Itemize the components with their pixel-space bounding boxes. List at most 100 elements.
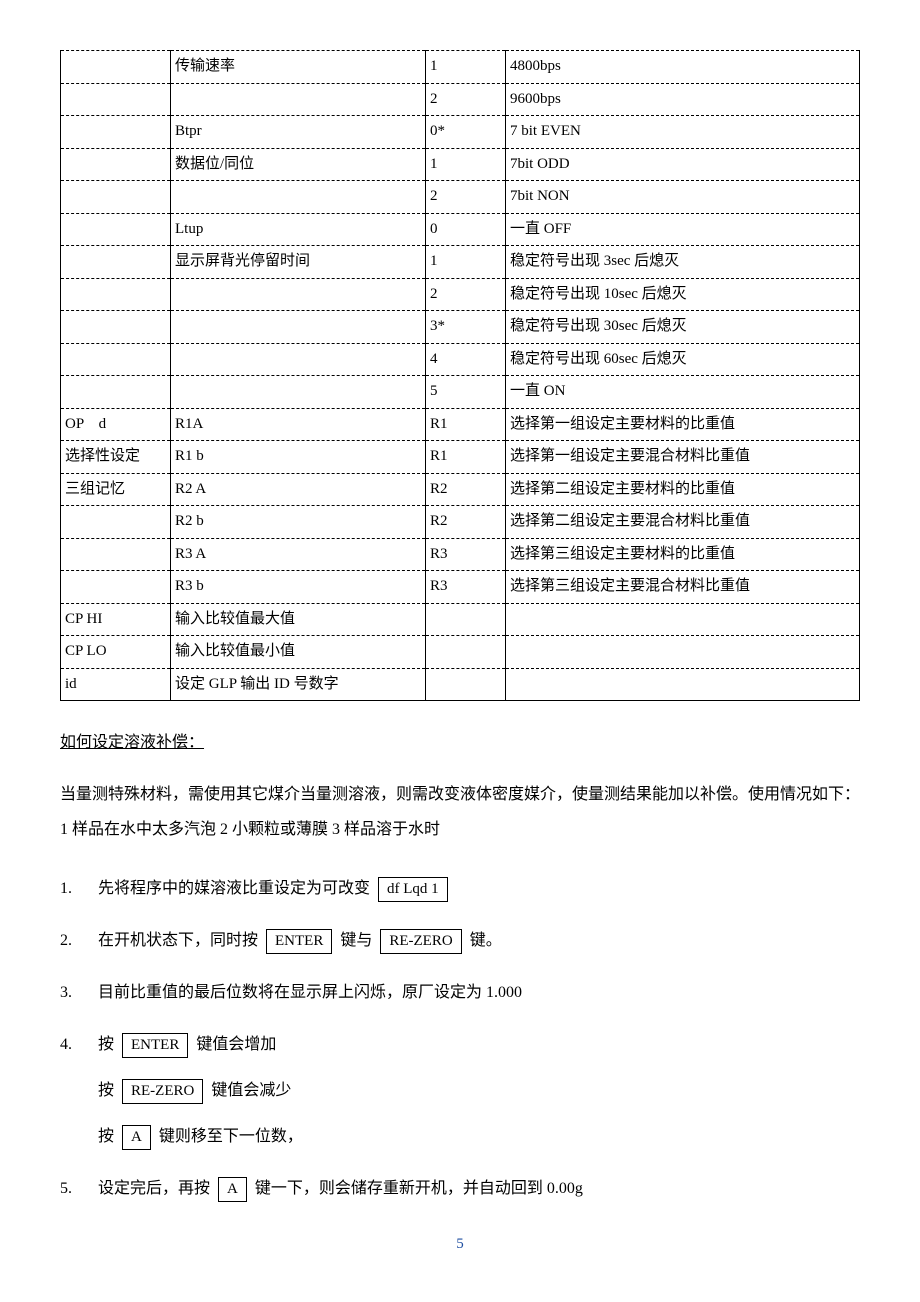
settings-table: 传输速率14800bps29600bpsBtpr0*7 bit EVEN数据位/… (60, 50, 860, 701)
table-cell: 0 (426, 213, 506, 246)
table-row: 2稳定符号出现 10sec 后熄灭 (61, 278, 860, 311)
table-cell: 稳定符号出现 60sec 后熄灭 (506, 343, 860, 376)
table-cell: 稳定符号出现 3sec 后熄灭 (506, 246, 860, 279)
table-row: Btpr0*7 bit EVEN (61, 116, 860, 149)
table-cell: 一直 ON (506, 376, 860, 409)
table-cell (171, 311, 426, 344)
enter-key-box-2: ENTER (122, 1033, 188, 1059)
a-key-box: A (122, 1125, 151, 1151)
table-cell: 选择第二组设定主要混合材料比重值 (506, 506, 860, 539)
step-4-l1-post: 键值会增加 (196, 1036, 276, 1053)
table-row: Ltup0一直 OFF (61, 213, 860, 246)
table-cell (61, 311, 171, 344)
table-cell: 设定 GLP 输出 ID 号数字 (171, 668, 426, 701)
step-4-l3-pre: 按 (98, 1128, 114, 1145)
table-cell (61, 213, 171, 246)
table-row: 29600bps (61, 83, 860, 116)
table-cell (426, 636, 506, 669)
table-cell (426, 668, 506, 701)
rezero-key-box: RE-ZERO (380, 929, 461, 955)
table-cell: 选择性设定 (61, 441, 171, 474)
table-cell: 传输速率 (171, 51, 426, 84)
table-cell: R1 (426, 408, 506, 441)
rezero-key-box-2: RE-ZERO (122, 1079, 203, 1105)
table-cell: 4800bps (506, 51, 860, 84)
table-cell: 9600bps (506, 83, 860, 116)
step-4-l2-post: 键值会减少 (211, 1082, 291, 1099)
table-cell (61, 506, 171, 539)
table-row: CP LO输入比较值最小值 (61, 636, 860, 669)
table-cell: OP d (61, 408, 171, 441)
table-cell (171, 83, 426, 116)
table-row: 传输速率14800bps (61, 51, 860, 84)
table-cell: 0* (426, 116, 506, 149)
step-4: 按 ENTER 键值会增加 按 RE-ZERO 键值会减少 按 A 键则移至下一… (60, 1029, 860, 1153)
table-cell: 1 (426, 246, 506, 279)
table-cell: CP LO (61, 636, 171, 669)
table-row: id设定 GLP 输出 ID 号数字 (61, 668, 860, 701)
table-row: 27bit NON (61, 181, 860, 214)
table-cell: 稳定符号出现 10sec 后熄灭 (506, 278, 860, 311)
step-2-mid: 键与 (340, 932, 372, 949)
table-cell (61, 376, 171, 409)
table-cell: 7bit ODD (506, 148, 860, 181)
table-cell: R2 b (171, 506, 426, 539)
table-cell: 选择第二组设定主要材料的比重值 (506, 473, 860, 506)
step-2-pre: 在开机状态下，同时按 (98, 932, 258, 949)
table-cell (506, 603, 860, 636)
steps-list: 先将程序中的媒溶液比重设定为可改变 df Lqd 1 在开机状态下，同时按 EN… (60, 873, 860, 1205)
dflqd-box: df Lqd 1 (378, 877, 448, 903)
step-4-l3-post: 键则移至下一位数， (159, 1128, 303, 1145)
table-cell: 4 (426, 343, 506, 376)
section-header: 如何设定溶液补偿： (60, 731, 860, 755)
table-cell: 输入比较值最小值 (171, 636, 426, 669)
table-cell (61, 116, 171, 149)
step-1: 先将程序中的媒溶液比重设定为可改变 df Lqd 1 (60, 873, 860, 905)
table-cell: CP HI (61, 603, 171, 636)
table-cell: Ltup (171, 213, 426, 246)
table-cell (61, 246, 171, 279)
step-2-post: 键。 (470, 932, 502, 949)
table-cell: 选择第三组设定主要混合材料比重值 (506, 571, 860, 604)
table-cell: 1 (426, 51, 506, 84)
table-cell: 3* (426, 311, 506, 344)
table-cell: 1 (426, 148, 506, 181)
step-2: 在开机状态下，同时按 ENTER 键与 RE-ZERO 键。 (60, 925, 860, 957)
step-5-pre: 设定完后，再按 (98, 1180, 210, 1197)
table-cell (61, 571, 171, 604)
table-row: R3 bR3选择第三组设定主要混合材料比重值 (61, 571, 860, 604)
table-row: 选择性设定R1 bR1选择第一组设定主要混合材料比重值 (61, 441, 860, 474)
table-row: 三组记忆R2 AR2选择第二组设定主要材料的比重值 (61, 473, 860, 506)
table-cell: 2 (426, 278, 506, 311)
table-cell: Btpr (171, 116, 426, 149)
step-4-l1-pre: 按 (98, 1036, 114, 1053)
a-key-box-2: A (218, 1177, 247, 1203)
table-row: 显示屏背光停留时间1稳定符号出现 3sec 后熄灭 (61, 246, 860, 279)
intro-paragraph: 当量测特殊材料，需使用其它煤介当量测溶液，则需改变液体密度媒介，使量测结果能加以… (60, 777, 860, 847)
table-cell (61, 51, 171, 84)
table-cell: R1 (426, 441, 506, 474)
table-cell: id (61, 668, 171, 701)
table-cell (171, 343, 426, 376)
table-cell: 选择第一组设定主要材料的比重值 (506, 408, 860, 441)
step-3: 目前比重值的最后位数将在显示屏上闪烁，原厂设定为 1.000 (60, 977, 860, 1009)
table-cell: 2 (426, 83, 506, 116)
table-cell: 选择第一组设定主要混合材料比重值 (506, 441, 860, 474)
table-row: OP dR1AR1选择第一组设定主要材料的比重值 (61, 408, 860, 441)
table-cell: 2 (426, 181, 506, 214)
enter-key-box: ENTER (266, 929, 332, 955)
table-cell: 5 (426, 376, 506, 409)
table-cell: 数据位/同位 (171, 148, 426, 181)
table-cell: 7bit NON (506, 181, 860, 214)
table-cell: R3 (426, 571, 506, 604)
table-cell: 显示屏背光停留时间 (171, 246, 426, 279)
table-cell: 选择第三组设定主要材料的比重值 (506, 538, 860, 571)
table-cell: 三组记忆 (61, 473, 171, 506)
table-cell: R1 b (171, 441, 426, 474)
table-cell: R2 A (171, 473, 426, 506)
table-cell (171, 278, 426, 311)
table-row: R3 AR3选择第三组设定主要材料的比重值 (61, 538, 860, 571)
table-cell: 7 bit EVEN (506, 116, 860, 149)
table-cell (61, 343, 171, 376)
table-row: 4稳定符号出现 60sec 后熄灭 (61, 343, 860, 376)
